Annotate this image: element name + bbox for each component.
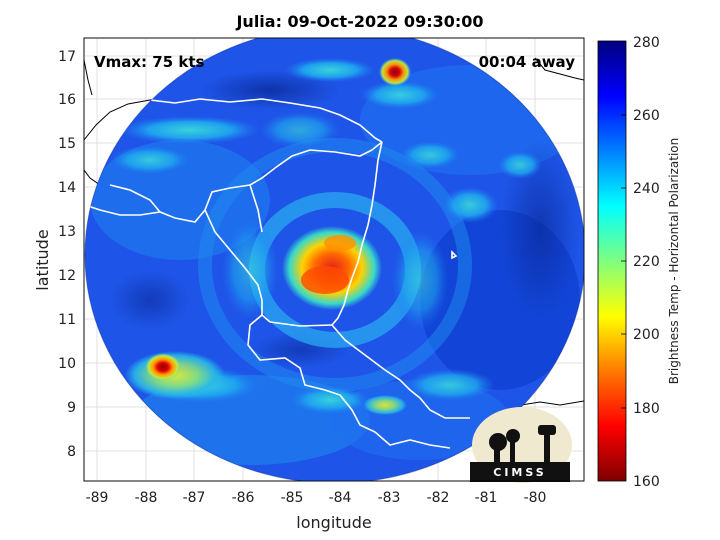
y-tick-label: 12	[58, 268, 76, 284]
x-tick-label: -84	[329, 490, 352, 506]
x-tick-label: -83	[378, 490, 401, 506]
x-axis-ticks: -89 -88 -87 -86 -85 -84 -83 -82 -81 -80	[86, 490, 547, 506]
colorbar-label: Brightness Temp - Horizontal Polarizatio…	[667, 138, 681, 385]
x-tick-label: -88	[135, 490, 158, 506]
colorbar-tick-label: 220	[633, 254, 660, 270]
x-tick-label: -85	[281, 490, 304, 506]
x-tick-label: -89	[86, 490, 109, 506]
x-tick-label: -82	[427, 490, 450, 506]
colorbar-tick-label: 200	[633, 327, 660, 343]
vmax-label: Vmax: 75 kts	[94, 53, 204, 71]
y-tick-label: 16	[58, 92, 76, 108]
x-tick-label: -80	[524, 490, 547, 506]
y-tick-label: 13	[58, 224, 76, 240]
brightness-temperature-swath	[84, 38, 584, 481]
logo-text: CIMSS	[493, 466, 546, 479]
y-tick-label: 14	[58, 180, 76, 196]
colorbar-tick-label: 240	[633, 181, 660, 197]
colorbar-tick-label: 180	[633, 401, 660, 417]
colorbar: 280 260 240 220 200 180 160 Brightness T…	[597, 35, 681, 490]
y-tick-label: 10	[58, 356, 76, 372]
y-axis-ticks: 17 16 15 14 13 12 11 10 9 8	[58, 49, 76, 460]
y-tick-label: 15	[58, 136, 76, 152]
y-tick-label: 8	[67, 444, 76, 460]
colorbar-tick-label: 160	[633, 474, 660, 490]
colorbar-tick-label: 260	[633, 108, 660, 124]
y-tick-label: 11	[58, 312, 76, 328]
axes-frame	[83, 37, 585, 482]
x-tick-label: -87	[183, 490, 206, 506]
time-away-label: 00:04 away	[479, 53, 576, 71]
colorbar-tick-label: 280	[633, 35, 660, 51]
x-axis-label: longitude	[296, 513, 371, 532]
x-tick-label: -86	[232, 490, 255, 506]
x-tick-label: -81	[475, 490, 498, 506]
y-tick-label: 9	[67, 400, 76, 416]
map-title: Julia: 09-Oct-2022 09:30:00	[236, 12, 484, 31]
cimss-logo: CIMSS	[470, 407, 572, 483]
coastline	[85, 98, 470, 449]
y-tick-label: 17	[58, 49, 76, 65]
y-axis-label: latitude	[33, 229, 52, 290]
